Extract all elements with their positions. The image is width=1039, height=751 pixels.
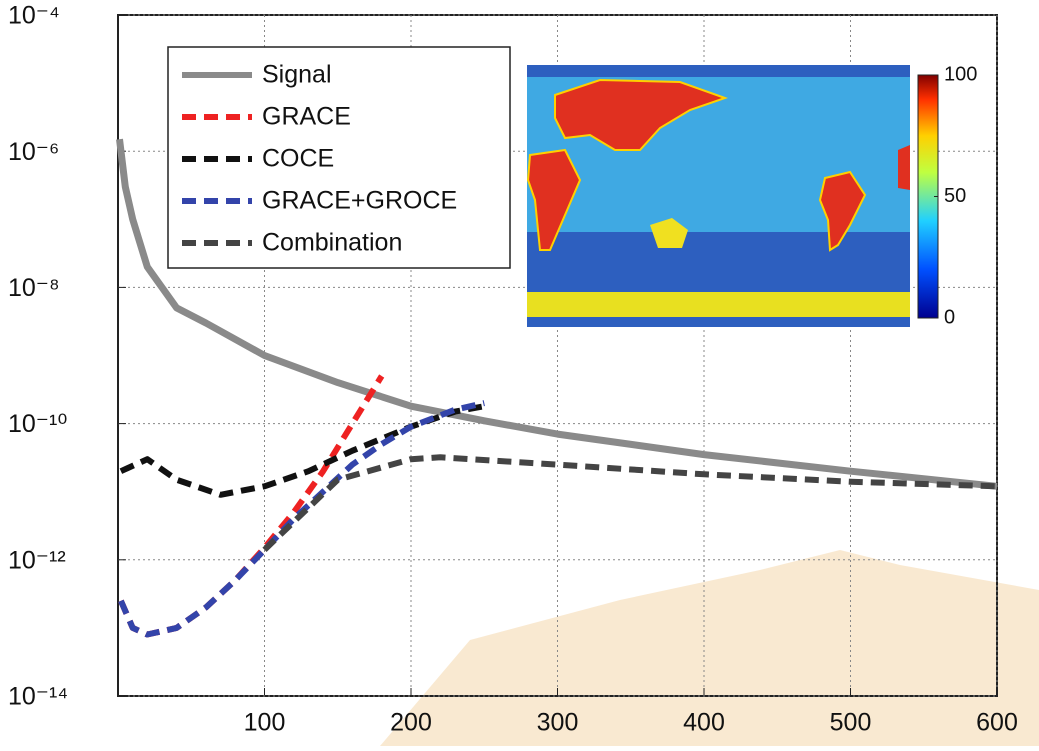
legend-label: Signal bbox=[262, 61, 332, 89]
y-tick-label: 10⁻⁸ bbox=[8, 274, 60, 302]
series-line bbox=[118, 400, 485, 638]
legend-label: COCE bbox=[262, 145, 334, 173]
map-north-america bbox=[898, 145, 910, 190]
colorbar-label: 50 bbox=[944, 185, 966, 207]
colorbar-label: 0 bbox=[944, 306, 955, 328]
x-tick-label: 100 bbox=[244, 709, 286, 737]
y-tick-label: 10⁻¹⁰ bbox=[8, 410, 67, 438]
x-tick-label: 500 bbox=[830, 709, 872, 737]
lines bbox=[116, 138, 998, 638]
legend-label: Combination bbox=[262, 229, 402, 257]
x-tick-label: 400 bbox=[683, 709, 725, 737]
y-tick-label: 10⁻¹² bbox=[8, 546, 66, 574]
colorbar-label: 100 bbox=[944, 63, 977, 85]
legend: Signal GRACE COCE GRACE+GROCE Combination bbox=[167, 46, 511, 269]
x-tick-label: 600 bbox=[976, 709, 1018, 737]
y-tick-label: 10⁻⁴ bbox=[8, 2, 60, 30]
x-tick-label: 300 bbox=[537, 709, 579, 737]
series-line bbox=[118, 374, 385, 638]
x-tick-label: 200 bbox=[390, 709, 432, 737]
legend-label: GRACE+GROCE bbox=[262, 187, 457, 215]
inset-map: 0 50 100 bbox=[526, 63, 977, 328]
map-south-ocean bbox=[527, 232, 910, 292]
map-australia bbox=[650, 218, 688, 248]
legend-label: GRACE bbox=[262, 103, 351, 131]
y-tick-label: 10⁻¹⁴ bbox=[8, 683, 68, 711]
series-line bbox=[116, 138, 998, 490]
y-tick-label: 10⁻⁶ bbox=[8, 138, 59, 166]
map-antarctica bbox=[527, 292, 910, 317]
map-africa bbox=[526, 148, 582, 251]
map-north-band bbox=[527, 65, 910, 77]
map-south-band bbox=[527, 317, 910, 327]
map-eurasia bbox=[554, 78, 729, 151]
series-line bbox=[262, 454, 998, 552]
map-south-america bbox=[818, 170, 867, 252]
legend-box bbox=[167, 46, 511, 269]
